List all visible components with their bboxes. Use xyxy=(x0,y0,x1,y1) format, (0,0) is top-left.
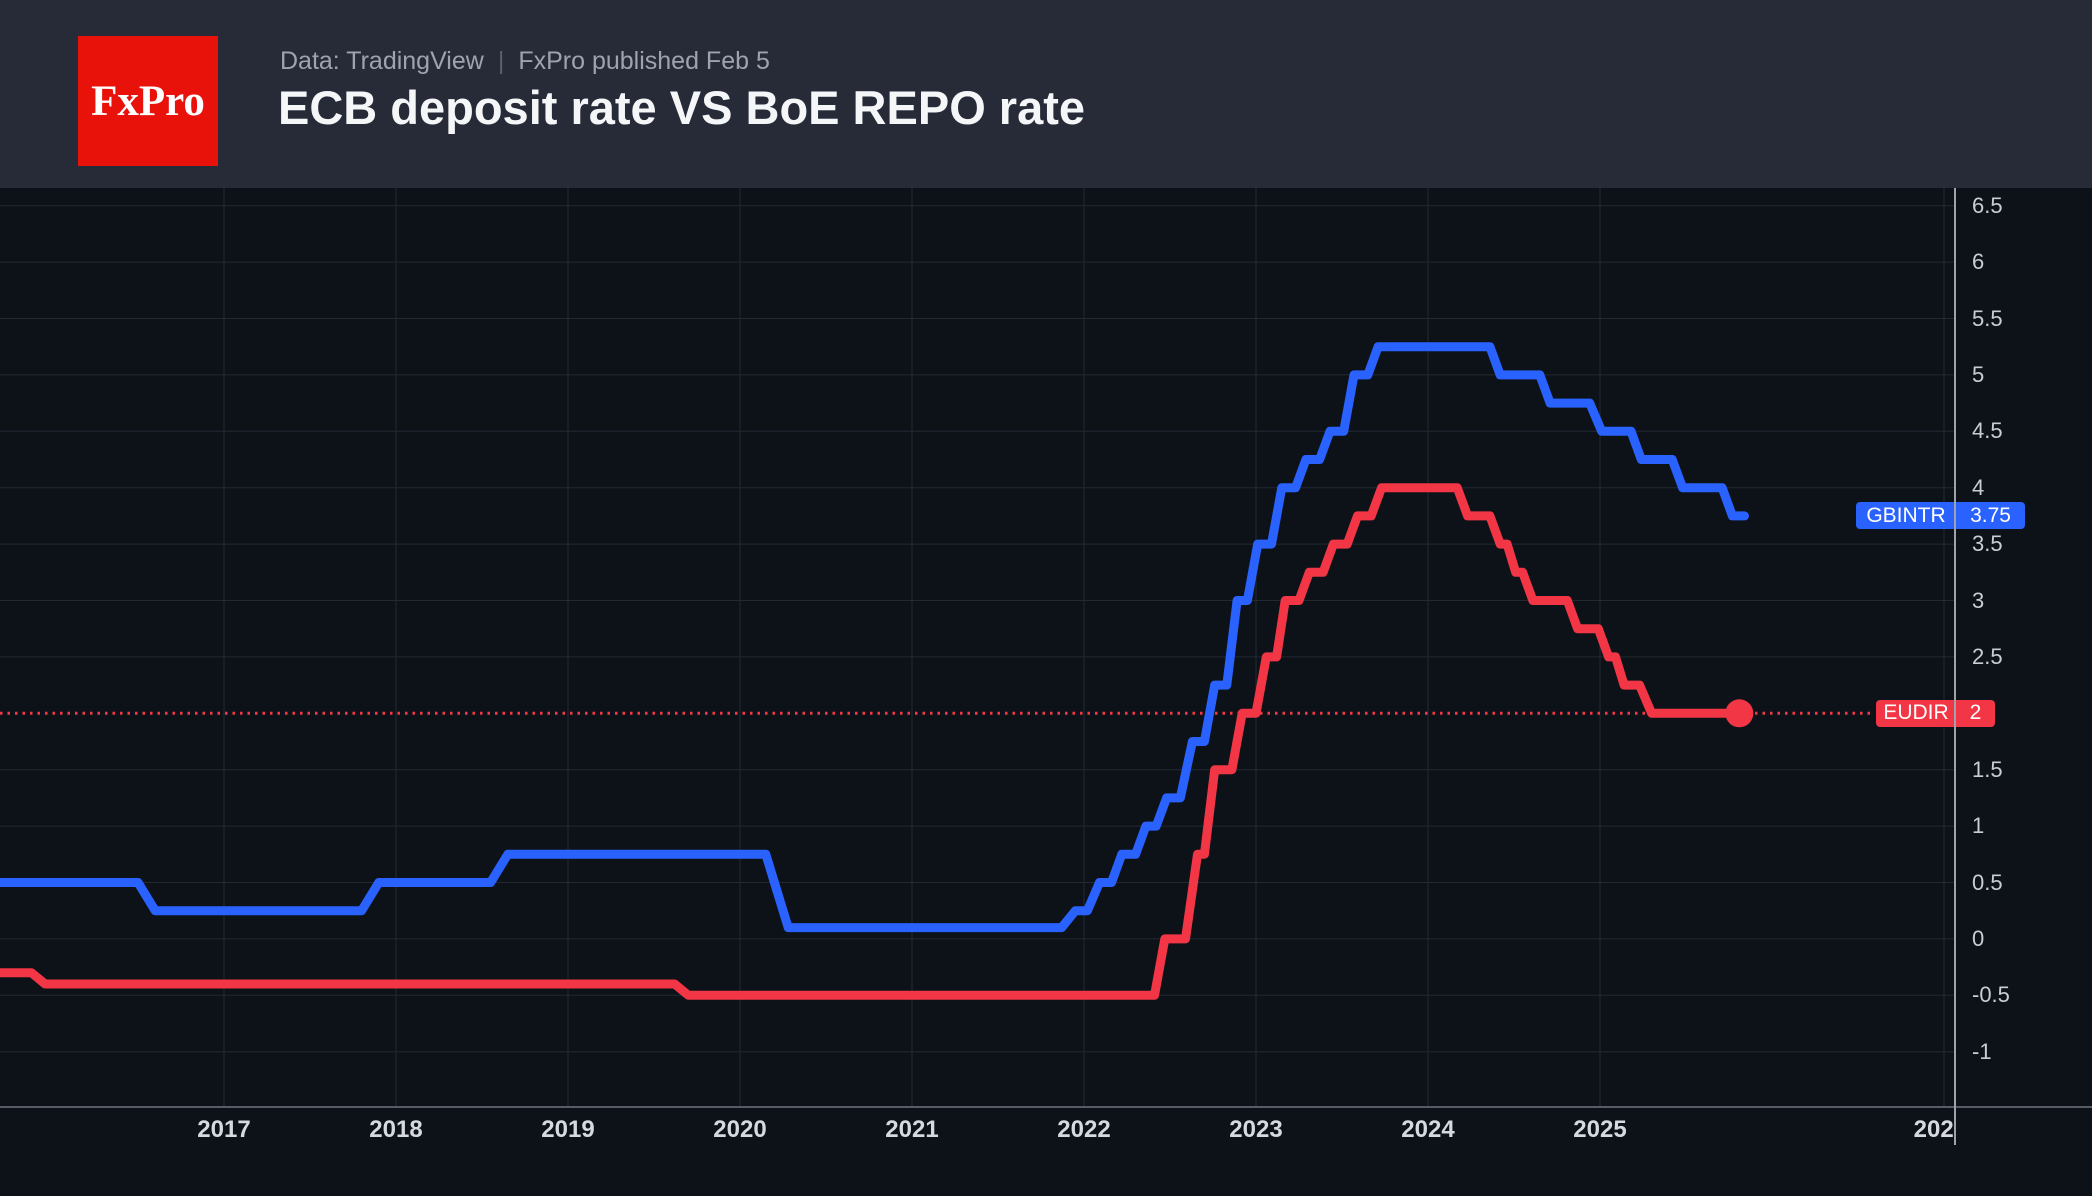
fxpro-logo-text: FxPro xyxy=(91,77,205,125)
eudir-last-value-dot xyxy=(1725,699,1754,728)
eudir-line xyxy=(0,483,1744,1000)
header: FxPro Data: TradingView | FxPro published … xyxy=(0,0,2092,188)
page-title: ECB deposit rate VS BoE REPO rate xyxy=(278,81,1086,134)
separator-bar: | xyxy=(497,47,505,75)
price-axis-line xyxy=(1954,188,1956,1145)
fxpro-logo: FxPro xyxy=(78,36,218,166)
published-text: FxPro published Feb 5 xyxy=(518,47,770,75)
gbintr-line xyxy=(0,342,1749,933)
source-line: Data: TradingView | FxPro published Feb 5 xyxy=(280,47,770,76)
data-source-text: Data: TradingView xyxy=(280,47,484,75)
